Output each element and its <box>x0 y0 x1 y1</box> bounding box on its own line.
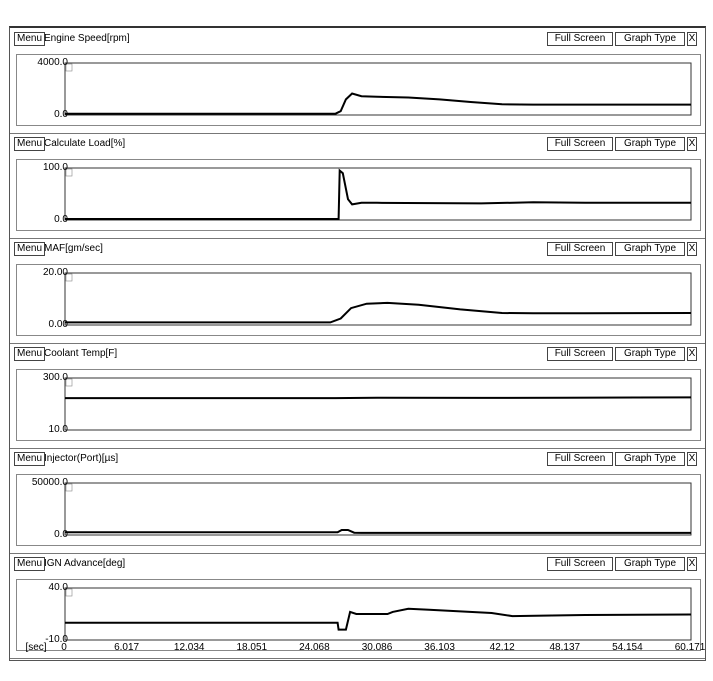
plot-frame <box>64 377 692 431</box>
graph-title: Injector(Port)[µs] <box>44 453 119 464</box>
x-tick-label: 60.171 <box>674 642 706 653</box>
menu-button[interactable]: Menu <box>14 32 46 46</box>
graph-title: Calculate Load[%] <box>44 138 126 149</box>
series-line <box>65 92 691 115</box>
plot-area: 50000.0 0.0 <box>16 474 701 546</box>
plot-svg <box>64 272 692 326</box>
close-button[interactable]: X <box>687 137 697 151</box>
x-tick-label: 0 <box>61 642 67 653</box>
menu-button[interactable]: Menu <box>14 452 46 466</box>
x-tick-label: 36.103 <box>424 642 455 653</box>
x-tick-label: 30.086 <box>361 642 393 653</box>
plot-svg <box>64 62 692 116</box>
full-screen-button[interactable]: Full Screen <box>547 557 613 571</box>
close-button[interactable]: X <box>687 557 697 571</box>
graph-type-button[interactable]: Graph Type <box>615 137 685 151</box>
y-max-label: 40.0 <box>48 582 68 593</box>
graph-panel-engine-speed: Menu Engine Speed[rpm] Full Screen Graph… <box>10 28 705 134</box>
graph-panel-ign-advance: Menu IGN Advance[deg] Full Screen Graph … <box>10 553 705 659</box>
panel-header: Menu Coolant Temp[F] Full Screen Graph T… <box>14 347 703 361</box>
x-tick-label: 42.12 <box>489 642 515 653</box>
menu-button[interactable]: Menu <box>14 557 46 571</box>
graph-type-button[interactable]: Graph Type <box>615 452 685 466</box>
plot-svg <box>64 587 692 641</box>
plot-area: 4000.0 0.0 <box>16 54 701 126</box>
autoscale-checkbox[interactable] <box>65 588 73 597</box>
panel-header: Menu Calculate Load[%] Full Screen Graph… <box>14 137 703 151</box>
full-screen-button[interactable]: Full Screen <box>547 452 613 466</box>
plot-svg <box>64 377 692 431</box>
x-tick-label: 18.051 <box>236 642 268 653</box>
x-tick-label: 54.154 <box>612 642 643 653</box>
x-tick-label: 24.068 <box>299 642 330 653</box>
full-screen-button[interactable]: Full Screen <box>547 137 613 151</box>
y-min-label: 0.0 <box>54 214 68 225</box>
y-min-label: 0.00 <box>48 319 68 330</box>
x-axis: [sec] 0 6.017 12.034 18.051 24.068 30.086 36.1… <box>0 642 713 656</box>
y-max-label: 50000.0 <box>31 477 68 488</box>
close-button[interactable]: X <box>687 32 697 46</box>
y-min-label: -10.0 <box>45 634 68 645</box>
graph-panel-injector-port: Menu Injector(Port)[µs] Full Screen Grap… <box>10 448 705 554</box>
plot-area: 40.0 -10.0 <box>16 579 701 651</box>
plot-area: 100.0 0.0 <box>16 159 701 231</box>
menu-button[interactable]: Menu <box>14 347 46 361</box>
plot-frame <box>64 272 692 326</box>
chart-window: Menu Engine Speed[rpm] Full Screen Graph… <box>9 26 706 661</box>
graph-title: Coolant Temp[F] <box>44 348 118 359</box>
y-max-label: 20.00 <box>42 267 68 278</box>
autoscale-checkbox[interactable] <box>65 378 73 387</box>
menu-button[interactable]: Menu <box>14 242 46 256</box>
autoscale-checkbox[interactable] <box>65 63 73 72</box>
panel-header: Menu IGN Advance[deg] Full Screen Graph … <box>14 557 703 571</box>
graph-panel-calculate-load: Menu Calculate Load[%] Full Screen Graph… <box>10 133 705 239</box>
full-screen-button[interactable]: Full Screen <box>547 32 613 46</box>
y-min-label: 0.0 <box>54 529 68 540</box>
series-line <box>65 607 692 631</box>
y-max-label: 4000.0 <box>37 57 68 68</box>
plot-area: 20.00 0.00 <box>16 264 701 336</box>
graph-panel-maf: Menu MAF[gm/sec] Full Screen Graph Type … <box>10 238 705 344</box>
menu-button[interactable]: Menu <box>14 137 46 151</box>
graph-type-button[interactable]: Graph Type <box>615 347 685 361</box>
panel-header: Menu Engine Speed[rpm] Full Screen Graph… <box>14 32 703 46</box>
full-screen-button[interactable]: Full Screen <box>547 242 613 256</box>
plot-frame <box>64 587 692 641</box>
full-screen-button[interactable]: Full Screen <box>547 347 613 361</box>
y-max-label: 300.0 <box>42 372 68 383</box>
series-line <box>65 396 692 400</box>
panel-header: Menu MAF[gm/sec] Full Screen Graph Type … <box>14 242 703 256</box>
plot-frame <box>64 482 692 536</box>
autoscale-checkbox[interactable] <box>65 273 73 282</box>
plot-svg <box>64 167 692 221</box>
x-tick-label: 6.017 <box>114 642 140 653</box>
plot-frame <box>64 62 692 116</box>
plot-area: 300.0 10.0 <box>16 369 701 441</box>
series-line <box>65 301 692 324</box>
autoscale-checkbox[interactable] <box>65 168 73 177</box>
graph-title: IGN Advance[deg] <box>44 558 126 569</box>
graph-type-button[interactable]: Graph Type <box>615 32 685 46</box>
graph-title: MAF[gm/sec] <box>44 243 103 254</box>
graph-type-button[interactable]: Graph Type <box>615 242 685 256</box>
graph-type-button[interactable]: Graph Type <box>615 557 685 571</box>
autoscale-checkbox[interactable] <box>65 483 73 492</box>
series-line <box>65 529 691 534</box>
x-axis-unit: [sec] <box>25 642 47 653</box>
graph-title: Engine Speed[rpm] <box>44 33 130 44</box>
close-button[interactable]: X <box>687 242 697 256</box>
series-line <box>65 168 691 220</box>
graph-panel-coolant-temp: Menu Coolant Temp[F] Full Screen Graph T… <box>10 343 705 449</box>
plot-svg <box>64 482 692 536</box>
plot-frame <box>64 167 692 221</box>
x-tick-label: 12.034 <box>173 642 205 653</box>
y-min-label: 10.0 <box>48 424 68 435</box>
x-tick-label: 48.137 <box>549 642 581 653</box>
y-max-label: 100.0 <box>42 162 68 173</box>
close-button[interactable]: X <box>687 347 697 361</box>
close-button[interactable]: X <box>687 452 697 466</box>
panel-header: Menu Injector(Port)[µs] Full Screen Grap… <box>14 452 703 466</box>
y-min-label: 0.0 <box>54 109 68 120</box>
